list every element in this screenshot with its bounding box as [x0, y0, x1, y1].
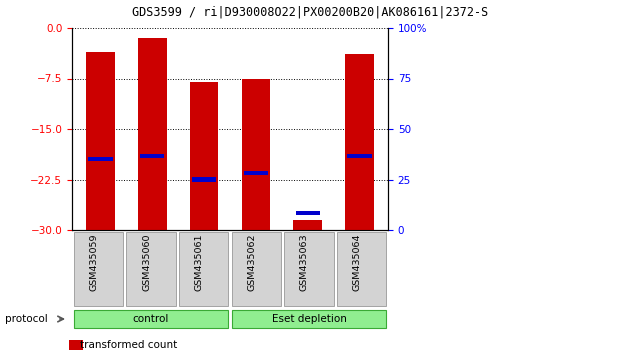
Bar — [284, 232, 334, 307]
Bar — [138, 38, 167, 230]
Text: GSM435061: GSM435061 — [195, 233, 203, 291]
Bar — [242, 79, 270, 230]
Bar — [347, 154, 371, 158]
Bar — [89, 157, 113, 161]
Text: Eset depletion: Eset depletion — [272, 314, 347, 324]
Bar — [192, 177, 216, 182]
Bar — [190, 82, 218, 230]
Bar — [337, 232, 386, 307]
Bar — [126, 232, 175, 307]
Text: control: control — [133, 314, 169, 324]
Bar — [74, 232, 123, 307]
Bar — [293, 220, 322, 230]
Text: transformed count: transformed count — [80, 340, 177, 350]
Bar — [86, 52, 115, 230]
Text: GSM435062: GSM435062 — [247, 233, 256, 291]
Bar — [244, 171, 268, 175]
Bar — [232, 310, 386, 328]
Text: GDS3599 / ri|D930008O22|PX00200B20|AK086161|2372-S: GDS3599 / ri|D930008O22|PX00200B20|AK086… — [132, 5, 488, 18]
Text: GSM435060: GSM435060 — [142, 233, 151, 291]
Bar — [232, 232, 281, 307]
Text: GSM435064: GSM435064 — [353, 233, 361, 291]
Bar — [179, 232, 228, 307]
Text: GSM435059: GSM435059 — [89, 233, 99, 291]
Text: protocol: protocol — [5, 314, 48, 324]
Bar — [296, 211, 320, 215]
Bar — [345, 53, 374, 230]
Bar — [74, 310, 228, 328]
Text: GSM435063: GSM435063 — [300, 233, 309, 291]
Bar — [140, 154, 164, 158]
